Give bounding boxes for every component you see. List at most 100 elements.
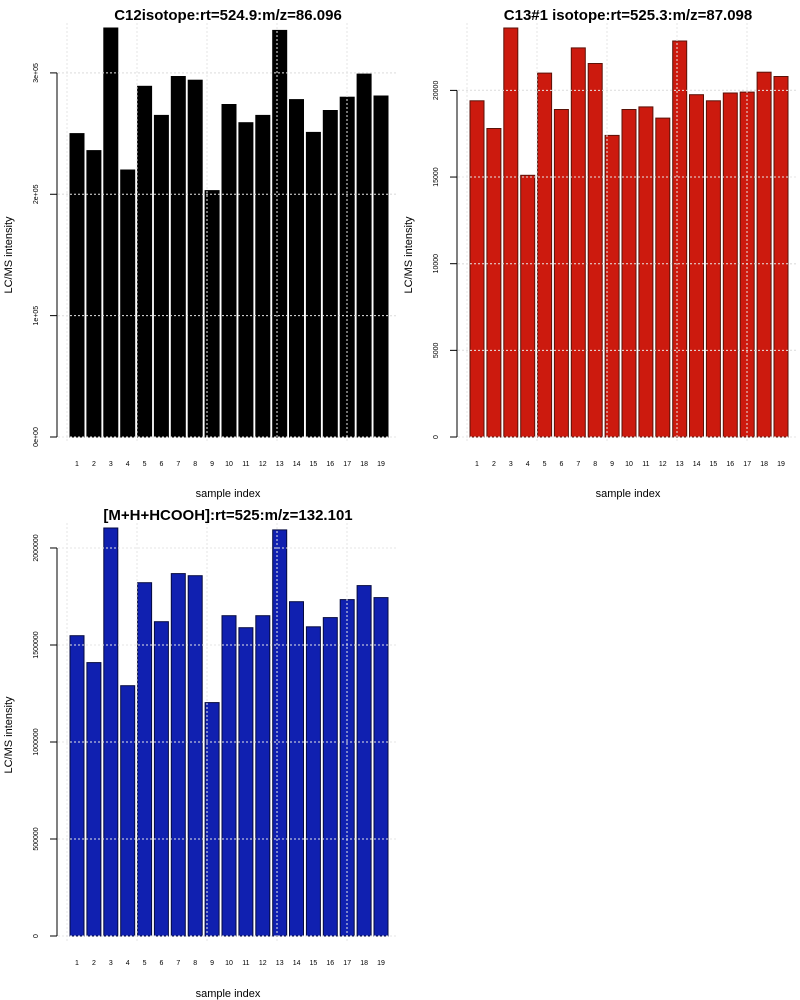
bar-sample-18: [356, 585, 372, 937]
chart-title: C12isotope:rt=524.9:m/z=86.096: [114, 7, 342, 24]
bar-sample-9: [204, 702, 220, 937]
x-tick-label: 11: [242, 461, 249, 468]
bar-sample-10: [621, 109, 637, 438]
bar-sample-4: [120, 169, 136, 438]
bars: [69, 527, 389, 937]
x-tick-label: 15: [310, 461, 318, 468]
x-tick-label: 9: [610, 461, 614, 468]
x-tick-label: 6: [559, 461, 563, 468]
x-tick-label: 14: [693, 461, 701, 468]
y-tick-label: 15000: [433, 167, 440, 187]
bar-sample-8: [187, 575, 203, 937]
bar-sample-12: [255, 114, 271, 438]
bar-sample-11: [238, 627, 254, 937]
x-tick-label: 13: [276, 960, 284, 967]
bar-sample-13: [672, 40, 688, 438]
chart-panel-formate-adduct: [M+H+HCOOH]:rt=525:m/z=132.101 sample in…: [3, 507, 398, 1000]
x-tick-label: 16: [726, 461, 734, 468]
y-tick-label: 10000: [433, 254, 440, 274]
bar-sample-8: [187, 79, 203, 438]
x-tick-label: 6: [159, 960, 163, 967]
x-tick-label: 1: [475, 461, 479, 468]
x-tick-label: 5: [143, 960, 147, 967]
bar-sample-1: [69, 635, 85, 937]
bar-sample-9: [204, 190, 220, 438]
bar-sample-11: [238, 122, 254, 438]
grid-over: [58, 523, 398, 941]
x-tick-label: 14: [293, 461, 301, 468]
x-tick-label: 13: [676, 461, 684, 468]
x-tick-labels: 1 2 3 4 5 6 7 8 9 10 11 12 13 14 15 16 17 18 19: [475, 461, 785, 468]
chart-panel-c12-isotope: C12isotope:rt=524.9:m/z=86.096 sample in…: [3, 7, 398, 500]
x-tick-label: 5: [543, 461, 547, 468]
x-tick-label: 18: [360, 461, 368, 468]
x-axis-label: sample index: [196, 488, 261, 500]
bar-sample-6: [553, 109, 569, 438]
x-axis-label: sample index: [196, 988, 261, 1000]
x-axis-label: sample index: [596, 488, 661, 500]
x-tick-label: 5: [143, 461, 147, 468]
y-tick-label: 0: [33, 934, 40, 938]
bar-sample-13: [272, 29, 288, 438]
bar-sample-14: [289, 99, 304, 438]
x-tick-label: 1: [75, 960, 79, 967]
x-tick-label: 9: [210, 960, 214, 967]
bar-sample-6: [153, 114, 169, 438]
x-tick-label: 11: [642, 461, 649, 468]
x-tick-label: 16: [326, 461, 334, 468]
x-tick-label: 2: [92, 960, 96, 967]
bar-sample-4: [520, 174, 536, 438]
x-tick-label: 3: [109, 960, 113, 967]
y-axis-label: LC/MS intensity: [3, 696, 15, 774]
bar-sample-15: [305, 131, 321, 438]
x-tick-label: 18: [360, 960, 368, 967]
x-tick-label: 17: [743, 461, 751, 468]
y-axis-label: LC/MS intensity: [3, 216, 15, 294]
y-axis: 0 500000 1000000 1500000 2000000: [33, 534, 58, 938]
bar-sample-2: [86, 662, 102, 937]
bar-sample-14: [689, 94, 704, 438]
y-tick-label: 0e+00: [33, 427, 40, 447]
bar-sample-11: [638, 106, 654, 438]
x-tick-label: 11: [242, 960, 249, 967]
bars: [469, 27, 789, 438]
x-tick-label: 4: [126, 960, 130, 967]
x-tick-label: 18: [760, 461, 768, 468]
x-tick-label: 12: [659, 461, 667, 468]
x-tick-label: 19: [377, 461, 385, 468]
bar-sample-1: [469, 100, 485, 438]
bar-sample-15: [305, 626, 321, 937]
x-tick-label: 7: [176, 461, 180, 468]
bar-sample-5: [137, 85, 153, 438]
bar-sample-19: [773, 76, 789, 438]
x-tick-label: 8: [593, 461, 597, 468]
x-tick-label: 8: [193, 461, 197, 468]
bar-sample-12: [655, 117, 671, 438]
x-tick-labels: 1 2 3 4 5 6 7 8 9 10 11 12 13 14 15 16 17 18 19: [75, 461, 385, 468]
x-tick-label: 15: [310, 960, 318, 967]
y-tick-label: 5000: [433, 342, 440, 358]
bar-sample-16: [322, 110, 338, 438]
x-tick-label: 14: [293, 960, 301, 967]
bar-sample-7: [570, 47, 586, 438]
bar-sample-7: [170, 573, 186, 937]
x-tick-label: 6: [159, 461, 163, 468]
chart-panel-c13-isotope: C13#1 isotope:rt=525.3:m/z=87.098 sample…: [403, 7, 798, 500]
y-axis-label: LC/MS intensity: [403, 216, 415, 294]
bar-sample-16: [722, 92, 738, 438]
x-tick-labels: 1 2 3 4 5 6 7 8 9 10 11 12 13 14 15 16 17 18 19: [75, 960, 385, 967]
x-tick-label: 7: [576, 461, 580, 468]
grid-over: [58, 23, 398, 442]
y-tick-label: 0: [433, 435, 440, 439]
x-tick-label: 19: [777, 461, 785, 468]
x-tick-label: 17: [343, 461, 351, 468]
bar-sample-16: [322, 617, 338, 937]
bar-sample-13: [272, 529, 288, 937]
x-tick-label: 10: [225, 461, 233, 468]
x-tick-label: 12: [259, 461, 267, 468]
x-tick-label: 3: [509, 461, 513, 468]
bar-sample-1: [69, 133, 85, 438]
y-tick-label: 20000: [433, 81, 440, 101]
x-tick-label: 16: [326, 960, 334, 967]
bar-sample-3: [103, 27, 119, 438]
